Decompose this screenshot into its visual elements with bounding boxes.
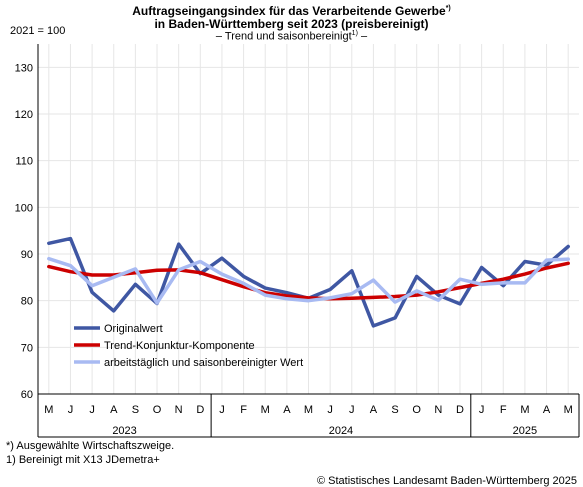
y-tick-label: 100 [15, 202, 33, 214]
x-month-label: A [543, 404, 551, 416]
index-base-label: 2021 = 100 [10, 25, 66, 37]
chart-title-line1: Auftragseingangsindex für das Verarbeite… [0, 4, 583, 18]
x-month-label: F [240, 404, 247, 416]
y-tick-label: 60 [21, 389, 33, 401]
x-month-label: M [304, 404, 313, 416]
x-month-label: J [327, 404, 333, 416]
series-line-adjusted [47, 256, 570, 305]
x-month-label: J [349, 404, 355, 416]
x-month-label: M [44, 404, 53, 416]
x-month-label: S [391, 404, 398, 416]
subtitle-end: – [357, 30, 368, 43]
footnote-adjustment-method: 1) Bereinigt mit X13 JDemetra+ [6, 454, 160, 466]
x-month-label: O [412, 404, 421, 416]
x-month-label: J [89, 404, 95, 416]
x-month-label: J [219, 404, 225, 416]
x-month-label: A [110, 404, 118, 416]
x-month-label: M [520, 404, 529, 416]
x-month-label: S [132, 404, 139, 416]
footnote-selected-sectors: *) Ausgewählte Wirtschaftszweige. [6, 440, 175, 452]
x-month-label: M [261, 404, 270, 416]
y-tick-label: 120 [15, 109, 33, 121]
x-month-label: J [68, 404, 74, 416]
y-tick-label: 80 [21, 296, 33, 308]
x-month-label: J [479, 404, 485, 416]
y-tick-label: 130 [15, 62, 33, 74]
x-month-label: D [456, 404, 464, 416]
subtitle-text: – Trend und saisonbereinigt [215, 30, 352, 43]
x-year-label: 2023 [112, 425, 136, 437]
legend-label-trend: Trend-Konjunktur-Komponente [104, 340, 255, 352]
title-footnote-marker: *) [445, 5, 451, 12]
x-month-label: A [283, 404, 291, 416]
x-month-label: D [196, 404, 204, 416]
x-month-label: F [500, 404, 507, 416]
x-month-label: M [564, 404, 573, 416]
copyright-credit: © Statistisches Landesamt Baden-Württemb… [316, 475, 577, 487]
x-year-label: 2025 [513, 425, 537, 437]
y-tick-label: 110 [15, 156, 33, 168]
subtitle-footnote-marker: 1) [351, 30, 358, 37]
chart-title-line2: in Baden-Württemberg seit 2023 (preisber… [154, 17, 429, 31]
title-text: Auftragseingangsindex für das Verarbeite… [132, 4, 446, 18]
x-year-label: 2024 [329, 425, 353, 437]
legend-label-original: Originalwert [104, 323, 163, 335]
chart-subtitle: – Trend und saisonbereinigt1) – [0, 30, 583, 43]
y-tick-label: 90 [21, 249, 33, 261]
x-month-label: N [434, 404, 442, 416]
x-month-label: A [370, 404, 378, 416]
legend-label-adjusted: arbeitstäglich und saisonbereinigter Wer… [104, 357, 303, 369]
x-month-label: O [153, 404, 162, 416]
y-tick-label: 70 [21, 342, 33, 354]
x-month-label: N [175, 404, 183, 416]
